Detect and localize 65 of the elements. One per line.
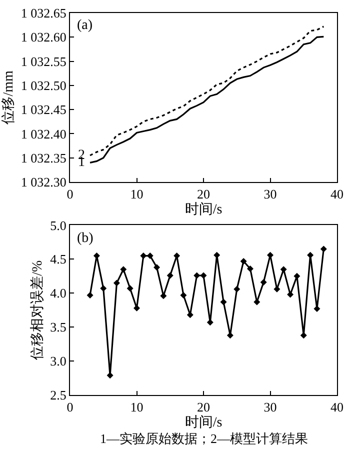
point xyxy=(307,252,314,258)
y-tick-label: 3.5 xyxy=(50,320,66,335)
point xyxy=(154,264,160,271)
point xyxy=(140,252,147,260)
point xyxy=(186,312,194,318)
point xyxy=(86,292,94,298)
point xyxy=(246,265,254,272)
x-tick-label: 30 xyxy=(264,186,277,202)
point xyxy=(267,252,274,258)
point xyxy=(254,298,260,306)
point xyxy=(126,285,134,292)
point xyxy=(294,272,300,280)
annotation: (b) xyxy=(77,231,94,246)
point xyxy=(166,272,174,279)
y-tick-label: 1 032.60 xyxy=(20,30,66,45)
x-tick-label: 30 xyxy=(264,400,277,415)
y-tick-label: 4.0 xyxy=(50,286,66,301)
x-tick-label: 10 xyxy=(130,400,144,415)
point xyxy=(106,372,114,379)
x-tick-label: 20 xyxy=(197,400,210,415)
y-axis-title: 位移相对误差/% xyxy=(30,260,46,360)
point xyxy=(234,286,240,292)
y-tick-label: 1 032.45 xyxy=(20,102,66,118)
y-tick-label: 1 032.65 xyxy=(20,6,66,21)
point xyxy=(100,285,107,292)
point xyxy=(214,252,220,258)
y-tick-label: 1 032.35 xyxy=(20,150,66,166)
point xyxy=(134,304,140,312)
point xyxy=(160,292,167,300)
point xyxy=(120,266,127,273)
y-tick-label: 3.0 xyxy=(50,354,66,369)
point xyxy=(220,298,227,306)
x-tick-label: 0 xyxy=(66,186,74,202)
x-tick-label: 0 xyxy=(66,400,74,415)
y-axis-title: 位移/mm xyxy=(0,70,16,124)
y-tick-label: 1 032.30 xyxy=(20,174,66,190)
text: 1—实验原始数据；2—模型计算结果 xyxy=(100,431,308,446)
point xyxy=(113,280,120,286)
point xyxy=(240,258,247,264)
point xyxy=(146,252,154,260)
x-axis-title: 时间/s xyxy=(184,414,222,431)
y-tick-label: 5.0 xyxy=(50,218,66,233)
x-axis-title: 时间/s xyxy=(184,202,222,218)
point xyxy=(180,292,187,298)
point xyxy=(320,246,327,252)
x-tick-label: 40 xyxy=(330,400,344,415)
point xyxy=(226,332,234,339)
point xyxy=(287,291,294,298)
point xyxy=(314,306,320,312)
point xyxy=(260,279,267,286)
y-tick-label: 2.5 xyxy=(50,388,66,403)
point xyxy=(194,272,200,279)
point xyxy=(206,319,214,326)
y-tick-label: 1 032.40 xyxy=(20,126,66,142)
x-tick-label: 40 xyxy=(330,186,344,202)
x-tick-label: 20 xyxy=(197,186,210,202)
point xyxy=(200,272,207,279)
point xyxy=(274,286,280,292)
point xyxy=(280,266,287,273)
annotation: (a) xyxy=(77,18,93,33)
y-tick-label: 4.5 xyxy=(50,252,66,267)
y-tick-label: 1 032.50 xyxy=(20,78,66,93)
x-tick-label: 10 xyxy=(130,186,144,202)
point xyxy=(300,332,307,339)
y-tick-label: 1 032.55 xyxy=(20,54,66,69)
